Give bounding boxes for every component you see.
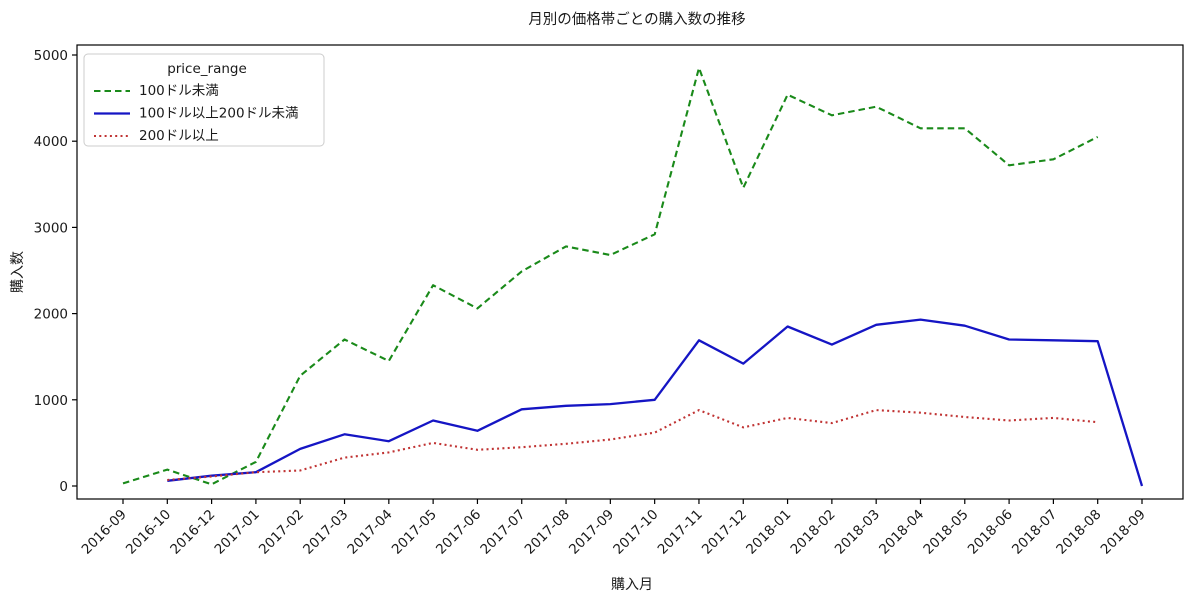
y-tick-label: 4000 xyxy=(34,134,68,150)
y-tick-label: 2000 xyxy=(34,307,68,323)
y-tick-label: 1000 xyxy=(34,393,68,409)
plot-border xyxy=(76,44,1184,500)
x-tick-label: 2016-09 xyxy=(79,507,130,558)
y-axis-label: 購入数 xyxy=(10,251,26,293)
x-tick-label: 2016-10 xyxy=(123,507,174,558)
x-tick-label: 2018-06 xyxy=(965,507,1016,558)
x-tick-label: 2017-05 xyxy=(389,507,440,558)
y-tick-label: 5000 xyxy=(34,48,68,64)
x-tick-label: 2018-07 xyxy=(1009,507,1060,558)
x-tick-label: 2018-01 xyxy=(743,507,794,558)
legend: price_range 100ドル未満 100ドル以上200ドル未満 200ドル以上 xyxy=(83,53,325,147)
series-line-dotted xyxy=(167,409,1098,482)
legend-label: 100ドル以上200ドル未満 xyxy=(139,106,299,122)
chart-title: 月別の価格帯ごとの購入数の推移 xyxy=(528,11,745,28)
y-tick-label: 3000 xyxy=(34,220,68,236)
x-tick-label: 2017-01 xyxy=(212,507,263,558)
x-tick-label: 2016-12 xyxy=(167,507,218,558)
legend-box xyxy=(83,53,325,147)
x-tick-label: 2018-02 xyxy=(787,507,838,558)
y-tick-label: 0 xyxy=(59,479,68,495)
x-tick-label: 2018-08 xyxy=(1053,507,1104,558)
x-tick-label: 2017-03 xyxy=(300,507,351,558)
legend-title: price_range xyxy=(167,61,247,77)
x-tick-label: 2017-12 xyxy=(699,507,750,558)
x-tick-label: 2017-08 xyxy=(522,507,573,558)
legend-label: 100ドル未満 xyxy=(139,83,219,99)
x-tick-label: 2018-03 xyxy=(832,507,883,558)
legend-label: 200ドル以上 xyxy=(139,128,219,144)
x-tick-label: 2017-04 xyxy=(344,507,395,558)
x-tick-label: 2018-05 xyxy=(920,507,971,558)
x-tick-label: 2017-11 xyxy=(655,507,706,558)
x-axis-label: 購入月 xyxy=(611,577,653,593)
x-tick-label: 2018-09 xyxy=(1098,507,1149,558)
x-tick-label: 2018-04 xyxy=(876,507,927,558)
x-tick-label: 2017-10 xyxy=(610,507,661,558)
series-line-solid xyxy=(167,318,1144,487)
x-tick-label: 2017-02 xyxy=(256,507,307,558)
x-tick-label: 2017-07 xyxy=(477,507,528,558)
x-tick-label: 2017-06 xyxy=(433,507,484,558)
x-tick-label: 2017-09 xyxy=(566,507,617,558)
